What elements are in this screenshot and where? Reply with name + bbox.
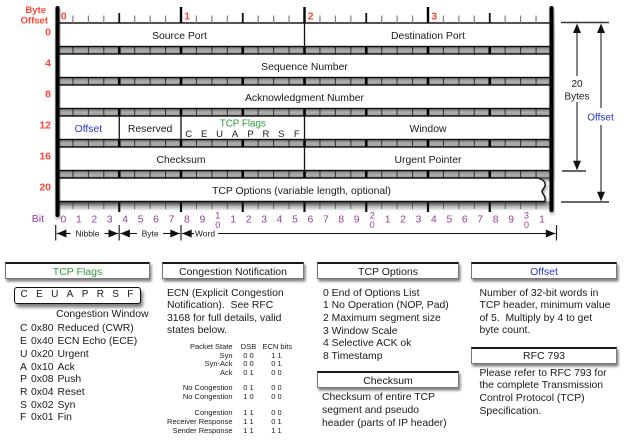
svg-text:4: 4 <box>277 215 283 226</box>
svg-text:6: 6 <box>462 215 468 226</box>
svg-text:5: 5 <box>447 215 453 226</box>
svg-text:20: 20 <box>571 79 583 90</box>
svg-text:2: 2 <box>308 11 314 23</box>
svg-text:0: 0 <box>524 220 529 230</box>
svg-text:Reserved: Reserved <box>128 124 173 135</box>
svg-text:2: 2 <box>246 215 252 226</box>
svg-text:12: 12 <box>39 119 51 131</box>
svg-text:3: 3 <box>107 215 113 226</box>
svg-text:E: E <box>201 129 207 140</box>
svg-text:2: 2 <box>400 215 406 226</box>
svg-text:9: 9 <box>354 215 360 226</box>
svg-text:4: 4 <box>45 57 51 69</box>
svg-text:2: 2 <box>370 211 375 221</box>
svg-text:Byte: Byte <box>142 228 159 238</box>
svg-text:Nibble: Nibble <box>75 228 99 238</box>
svg-text:3: 3 <box>416 215 422 226</box>
svg-text:8: 8 <box>338 215 344 226</box>
svg-text:1: 1 <box>539 215 545 226</box>
svg-text:6: 6 <box>153 215 159 226</box>
svg-text:5: 5 <box>138 215 144 226</box>
svg-text:9: 9 <box>508 215 514 226</box>
svg-text:1: 1 <box>385 215 391 226</box>
svg-text:0: 0 <box>215 220 220 230</box>
svg-text:Offset: Offset <box>587 113 614 124</box>
svg-text:16: 16 <box>39 150 51 162</box>
svg-text:Word: Word <box>195 228 215 238</box>
svg-text:3: 3 <box>431 11 437 23</box>
svg-text:8: 8 <box>493 215 499 226</box>
svg-text:Checksum: Checksum <box>156 155 205 166</box>
svg-text:Offset: Offset <box>21 16 49 27</box>
svg-text:7: 7 <box>323 215 329 226</box>
svg-text:C: C <box>185 129 192 140</box>
svg-text:1: 1 <box>230 215 236 226</box>
svg-text:Urgent Pointer: Urgent Pointer <box>395 155 463 166</box>
svg-text:1: 1 <box>215 211 220 221</box>
svg-text:7: 7 <box>169 215 175 226</box>
svg-text:A: A <box>232 129 239 140</box>
svg-text:S: S <box>278 129 284 140</box>
svg-text:R: R <box>262 129 269 140</box>
svg-text:0: 0 <box>61 11 67 23</box>
svg-text:Bytes: Bytes <box>564 92 589 103</box>
svg-text:Offset: Offset <box>75 124 103 135</box>
svg-text:8: 8 <box>45 88 51 100</box>
svg-text:Destination Port: Destination Port <box>391 31 465 42</box>
svg-text:1: 1 <box>184 11 190 23</box>
svg-text:3: 3 <box>261 215 267 226</box>
svg-text:5: 5 <box>292 215 298 226</box>
svg-text:0: 0 <box>61 215 67 226</box>
svg-text:Byte: Byte <box>25 5 46 16</box>
svg-text:4: 4 <box>431 215 437 226</box>
svg-text:Window: Window <box>410 124 447 135</box>
svg-text:2: 2 <box>91 215 97 226</box>
svg-text:20: 20 <box>39 181 51 193</box>
svg-text:Source Port: Source Port <box>152 31 207 42</box>
svg-text:U: U <box>216 129 223 140</box>
svg-text:TCP Options (variable length,: TCP Options (variable length, optional) <box>212 186 391 197</box>
svg-text:F: F <box>294 129 300 140</box>
svg-text:Bit: Bit <box>32 213 44 225</box>
svg-text:0: 0 <box>45 26 51 38</box>
svg-text:3: 3 <box>524 211 529 221</box>
svg-text:TCP Flags: TCP Flags <box>220 118 266 129</box>
svg-text:P: P <box>247 129 253 140</box>
svg-text:7: 7 <box>477 215 483 226</box>
svg-text:Acknowledgment Number: Acknowledgment Number <box>245 93 365 104</box>
svg-text:8: 8 <box>184 215 190 226</box>
svg-text:Sequence Number: Sequence Number <box>261 62 348 73</box>
svg-text:4: 4 <box>122 215 128 226</box>
svg-text:0: 0 <box>370 220 375 230</box>
svg-text:9: 9 <box>200 215 206 226</box>
svg-text:6: 6 <box>308 215 314 226</box>
svg-text:1: 1 <box>76 215 82 226</box>
